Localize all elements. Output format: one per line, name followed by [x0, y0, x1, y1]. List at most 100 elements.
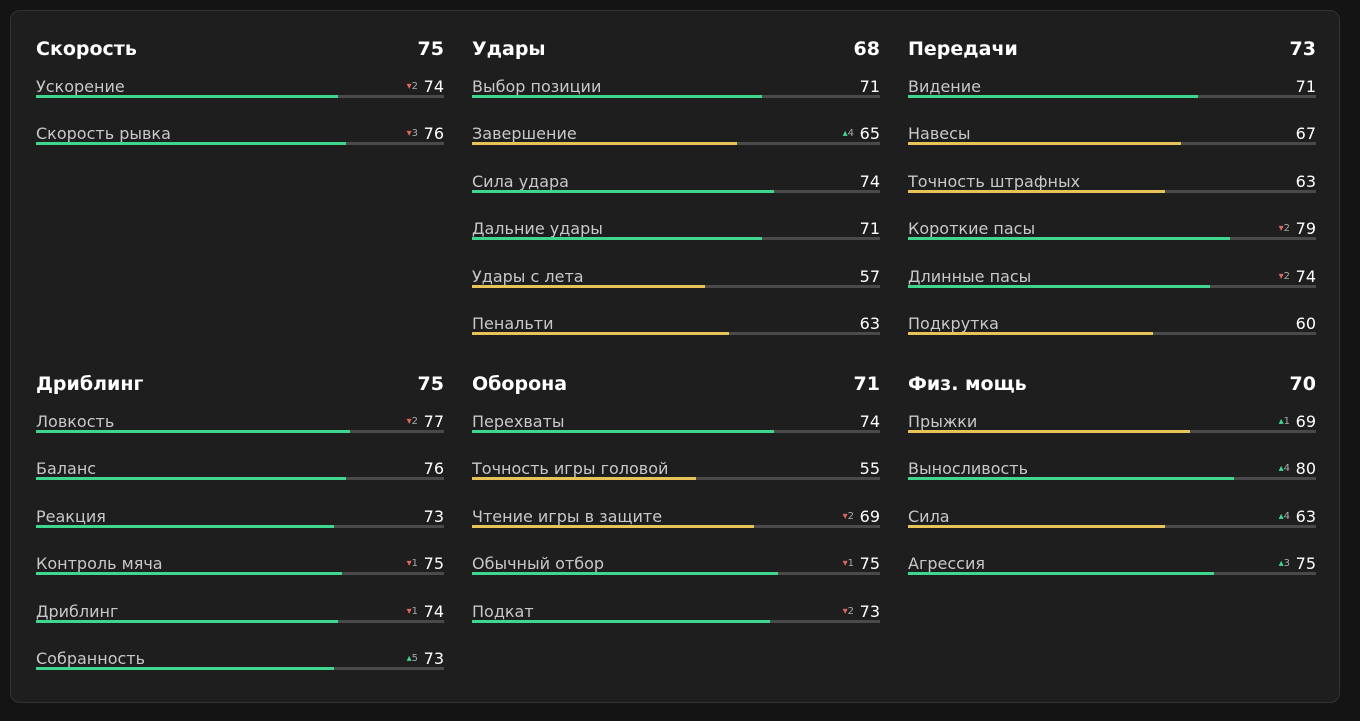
bar-track [908, 430, 1316, 433]
bar-track [472, 524, 880, 528]
stat-bar [472, 477, 697, 481]
stat-name: Точность игры головой [472, 459, 669, 479]
group-total: 70 [1289, 373, 1316, 395]
change-arrow: ▾ [1278, 223, 1284, 235]
stat-name: Видение [908, 77, 981, 96]
stat-row: Дальние удары 71 [472, 218, 880, 258]
stat-value: 76 [423, 124, 444, 144]
stat-name: Выбор позиции [472, 77, 602, 96]
stat-row: Точность игры головой 55 [472, 458, 880, 498]
stat-bar [908, 430, 1190, 433]
change-arrow: ▾ [406, 558, 412, 570]
change-arrow: ▴ [1278, 416, 1284, 427]
bar-track [36, 524, 444, 528]
stat-value: 80 [1295, 459, 1316, 479]
stat-name: Баланс [36, 459, 97, 479]
bar-track [472, 142, 880, 146]
change-value: 3 [1283, 558, 1290, 570]
stat-value: 75 [423, 554, 444, 574]
bar-track [908, 95, 1316, 98]
group-title: Удары [472, 38, 546, 60]
stat-row: Подкрутка 60 [908, 313, 1316, 353]
stat-bar [472, 332, 730, 335]
stat-row: Навесы 67 [908, 123, 1316, 163]
stat-change: ▾3 [407, 127, 418, 141]
group-total: 75 [417, 373, 444, 395]
stat-row: Выбор позиции 71 [472, 76, 880, 116]
stat-bar [908, 189, 1166, 193]
stat-name: Пенальти [472, 314, 554, 333]
stat-change: ▴4 [1279, 462, 1290, 476]
stat-bar [908, 572, 1214, 576]
change-arrow: ▴ [1278, 510, 1284, 522]
bar-track [472, 189, 880, 193]
bar-track [908, 237, 1316, 241]
group-title: Передачи [908, 38, 1018, 60]
stat-name: Сила удара [472, 171, 569, 191]
stat-bar [908, 284, 1210, 288]
stat-value: 74 [423, 77, 444, 96]
stat-value: 74 [859, 171, 880, 191]
stat-change: ▾1 [407, 557, 418, 571]
bar-track [36, 572, 444, 576]
stat-value: 57 [859, 266, 880, 286]
change-value: 1 [411, 605, 418, 617]
group-title: Скорость [36, 38, 137, 60]
stat-bar [36, 524, 334, 528]
stat-name: Подкрутка [908, 314, 999, 333]
stat-row: Баланс 76 [36, 458, 444, 498]
stat-value: 63 [1295, 171, 1316, 191]
stat-bar [472, 237, 762, 241]
bar-track [472, 572, 880, 576]
stat-bar [472, 524, 754, 528]
stat-value: 76 [423, 459, 444, 479]
stat-change: ▴5 [407, 652, 418, 666]
stat-name: Агрессия [908, 554, 985, 574]
change-arrow: ▾ [1278, 270, 1284, 282]
stat-row: Короткие пасы 79 ▾2 [908, 218, 1316, 258]
change-arrow: ▴ [842, 128, 848, 140]
stat-name: Длинные пасы [908, 266, 1032, 286]
group-total: 75 [417, 38, 444, 60]
stat-bar [36, 477, 347, 481]
stat-name: Собранность [36, 649, 146, 668]
bar-track [908, 332, 1316, 335]
stat-change: ▴4 [843, 127, 854, 141]
stat-row: Ускорение 74 ▾2 [36, 76, 444, 116]
stat-value: 73 [423, 649, 444, 668]
bar-track [908, 284, 1316, 288]
stat-row: Агрессия 75 ▴3 [908, 553, 1316, 593]
bar-track [472, 619, 880, 623]
stat-name: Ускорение [36, 77, 125, 96]
bar-track [36, 667, 444, 670]
stat-name: Подкат [472, 601, 534, 621]
stat-change: ▾2 [407, 415, 418, 429]
stat-value: 71 [859, 219, 880, 239]
change-arrow: ▾ [842, 510, 848, 522]
stat-bar [36, 430, 351, 433]
stat-row: Сила 63 ▴4 [908, 506, 1316, 546]
change-arrow: ▴ [1278, 558, 1284, 570]
stat-name: Короткие пасы [908, 219, 1036, 239]
bar-track [472, 284, 880, 288]
change-value: 2 [1283, 270, 1290, 282]
stat-bar [36, 572, 342, 576]
change-value: 3 [411, 128, 418, 140]
change-arrow: ▴ [406, 653, 412, 664]
change-arrow: ▴ [1278, 463, 1284, 475]
stat-row: Контроль мяча 75 ▾1 [36, 553, 444, 593]
stat-value: 67 [1295, 124, 1316, 144]
stat-row: Удары с лета 57 [472, 266, 880, 306]
stat-value: 73 [859, 601, 880, 621]
stat-bar [472, 430, 774, 433]
stat-value: 73 [423, 506, 444, 526]
stat-name: Дальние удары [472, 219, 603, 239]
bar-track [472, 477, 880, 481]
stat-row: Скорость рывка 76 ▾3 [36, 123, 444, 163]
stat-bar [36, 142, 347, 146]
stat-name: Чтение игры в защите [472, 506, 663, 526]
group-total: 73 [1289, 38, 1316, 60]
group-title: Дриблинг [36, 373, 144, 395]
stat-name: Точность штрафных [908, 171, 1081, 191]
bar-track [36, 95, 444, 98]
